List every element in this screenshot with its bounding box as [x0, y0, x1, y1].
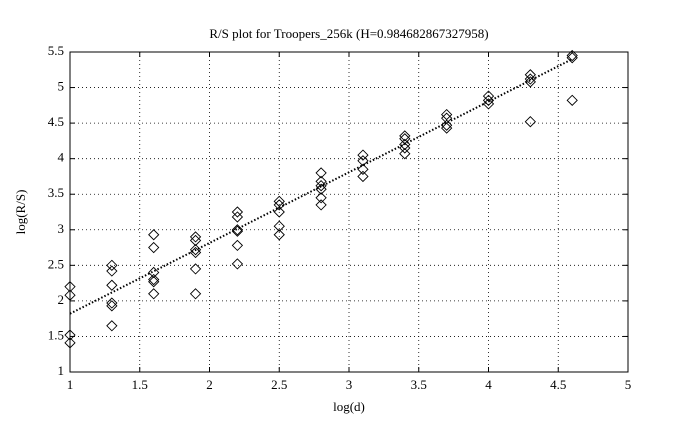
point [106, 265, 118, 277]
point [482, 94, 495, 106]
point [189, 263, 202, 275]
point [189, 246, 202, 259]
y-tick-label: 5.5 [48, 43, 64, 58]
point [231, 225, 244, 237]
x-tick-label: 4.5 [550, 377, 566, 392]
point [148, 241, 160, 254]
point [148, 273, 160, 286]
point [357, 170, 369, 183]
point [273, 199, 285, 211]
chart-title: R/S plot for Troopers_256k (H=0.98468286… [209, 26, 488, 41]
point [231, 206, 244, 218]
point [315, 199, 327, 211]
point [441, 112, 453, 124]
y-tick-label: 4.5 [48, 114, 64, 129]
point [399, 142, 411, 154]
x-tick-label: 2.5 [271, 377, 287, 392]
y-tick-label: 1 [58, 363, 65, 378]
point [231, 239, 244, 252]
point [64, 329, 76, 341]
point [189, 231, 202, 243]
point [106, 279, 118, 291]
point [524, 116, 536, 128]
point [441, 119, 453, 131]
point [148, 288, 160, 300]
point [106, 300, 118, 312]
point [482, 90, 495, 102]
x-tick-label: 3.5 [411, 377, 427, 392]
point [357, 163, 369, 175]
point [106, 320, 118, 332]
point [566, 52, 578, 64]
point [64, 289, 76, 301]
y-tick-label: 2.5 [48, 256, 64, 271]
x-tick-label: 4 [485, 377, 492, 392]
point [148, 266, 160, 279]
x-tick-label: 1.5 [132, 377, 148, 392]
y-axis-label: log(R/S) [13, 190, 28, 235]
y-tick-label: 3.5 [48, 185, 64, 200]
point [273, 195, 285, 207]
point [273, 206, 285, 218]
y-tick-label: 3 [58, 221, 65, 236]
point [315, 183, 327, 195]
point [566, 49, 578, 62]
point [315, 167, 327, 179]
point [106, 297, 118, 309]
point [357, 155, 369, 167]
x-tick-label: 5 [625, 377, 632, 392]
point [106, 259, 118, 271]
x-axis-label: log(d) [333, 399, 365, 414]
x-tick-label: 2 [206, 377, 213, 392]
point [148, 229, 160, 241]
point [524, 73, 536, 85]
point [357, 149, 369, 161]
point [189, 244, 202, 256]
point [524, 76, 536, 88]
y-tick-label: 4 [58, 150, 65, 165]
point [524, 69, 536, 81]
point [399, 138, 411, 151]
point [231, 211, 244, 223]
y-tick-label: 1.5 [48, 327, 64, 342]
point [231, 258, 244, 270]
y-tick-label: 5 [58, 79, 65, 94]
point [566, 94, 578, 106]
point [482, 98, 495, 110]
point [315, 180, 327, 192]
point [148, 276, 160, 288]
point [441, 108, 453, 121]
point [189, 288, 202, 300]
point [315, 192, 327, 204]
point [189, 234, 202, 247]
x-tick-label: 3 [346, 377, 353, 392]
x-tick-label: 1 [67, 377, 74, 392]
point [273, 229, 285, 241]
point [231, 224, 244, 236]
point [399, 130, 411, 142]
point [64, 281, 76, 293]
point [441, 122, 453, 134]
y-tick-label: 2 [58, 292, 65, 307]
point [64, 337, 76, 349]
point [399, 148, 411, 160]
point [273, 220, 285, 232]
point [315, 175, 327, 188]
point [399, 133, 411, 145]
plot-frame [69, 51, 629, 373]
